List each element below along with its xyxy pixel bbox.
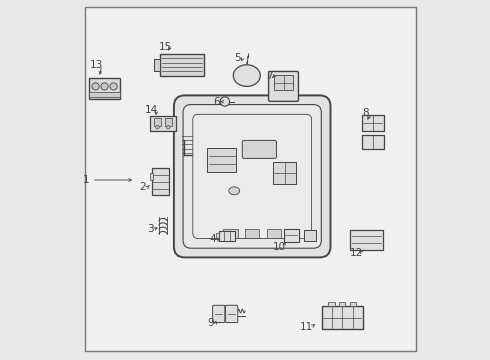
Circle shape [220, 97, 229, 106]
Circle shape [101, 83, 108, 90]
Bar [328, 302, 335, 306]
Bar [321, 306, 363, 329]
Bar [350, 230, 383, 250]
FancyBboxPatch shape [193, 114, 312, 238]
Circle shape [110, 83, 117, 90]
Text: 9: 9 [207, 318, 214, 328]
Bar [339, 302, 345, 306]
Bar [150, 173, 153, 180]
Text: 4: 4 [209, 234, 216, 244]
Bar [219, 231, 235, 241]
Bar [207, 148, 236, 172]
Text: 6: 6 [213, 96, 220, 107]
Bar [284, 229, 298, 242]
Bar [273, 75, 294, 90]
Circle shape [167, 125, 170, 129]
Bar [350, 302, 356, 306]
FancyBboxPatch shape [269, 71, 298, 101]
FancyBboxPatch shape [183, 104, 321, 248]
Bar [321, 306, 363, 329]
Bar [165, 118, 172, 126]
Bar [362, 115, 384, 131]
Bar [89, 78, 120, 99]
Text: 3: 3 [147, 224, 154, 234]
Ellipse shape [233, 65, 260, 86]
Bar [216, 233, 219, 239]
Ellipse shape [229, 187, 240, 195]
Text: 13: 13 [90, 60, 103, 70]
Text: 2: 2 [139, 182, 146, 192]
Bar [160, 54, 204, 76]
Bar [150, 116, 175, 131]
Text: 7: 7 [266, 71, 273, 81]
Bar [245, 229, 259, 238]
Text: 14: 14 [145, 105, 158, 115]
Bar [304, 230, 316, 241]
Bar [152, 168, 169, 195]
Bar [223, 229, 238, 238]
Text: 8: 8 [363, 108, 369, 118]
Bar [153, 58, 160, 71]
Text: 12: 12 [350, 248, 363, 258]
FancyBboxPatch shape [242, 140, 276, 158]
Bar [89, 92, 120, 97]
Text: 15: 15 [158, 42, 172, 52]
Text: 11: 11 [299, 322, 313, 332]
Bar [273, 162, 296, 184]
Text: 10: 10 [272, 242, 286, 252]
Text: 1: 1 [83, 175, 90, 185]
FancyBboxPatch shape [225, 305, 238, 323]
Circle shape [92, 83, 99, 90]
Bar [362, 135, 384, 149]
Circle shape [156, 125, 159, 129]
FancyBboxPatch shape [174, 95, 330, 257]
Bar [267, 229, 281, 238]
FancyBboxPatch shape [213, 305, 225, 323]
Bar [154, 118, 161, 126]
Text: 5: 5 [235, 53, 241, 63]
